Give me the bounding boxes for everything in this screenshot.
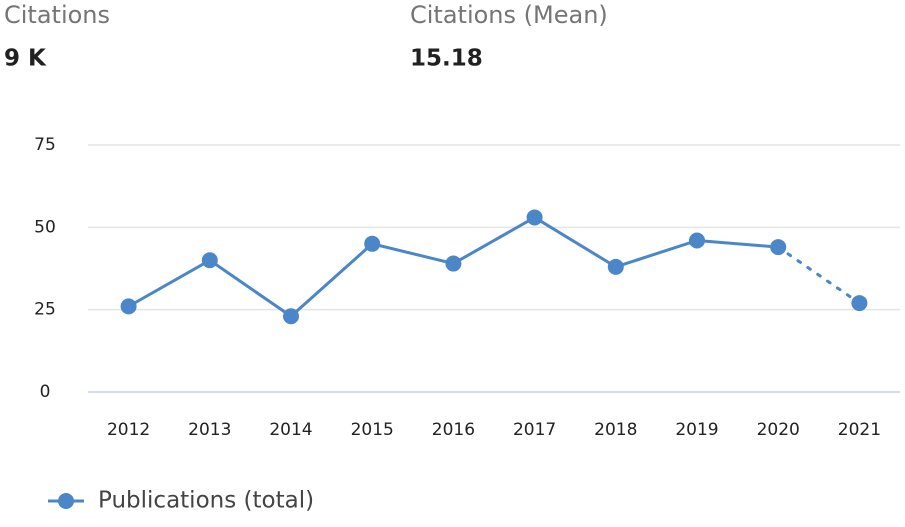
x-tick-label: 2013 <box>188 420 231 440</box>
stat-label: Citations <box>4 1 110 29</box>
x-tick-label: 2018 <box>594 420 637 440</box>
point <box>283 308 299 325</box>
x-tick-label: 2019 <box>675 420 718 440</box>
stat-label: Citations (Mean) <box>410 1 608 29</box>
stat-value: 9 K <box>4 46 47 72</box>
stat-value: 15.18 <box>410 46 483 72</box>
legend-marker <box>58 493 74 509</box>
point <box>607 258 624 275</box>
point <box>445 255 462 272</box>
point <box>120 298 137 315</box>
x-tick-label: 2020 <box>757 420 800 440</box>
x-tick-label: 2017 <box>513 420 556 440</box>
y-tick-label: 25 <box>34 300 56 320</box>
point <box>770 239 787 256</box>
point <box>364 235 381 252</box>
legend-text: Publications (total) <box>98 488 314 514</box>
point <box>689 232 705 249</box>
point <box>526 209 543 226</box>
point <box>851 295 868 312</box>
y-tick-label: 75 <box>34 135 56 155</box>
x-tick-label: 2014 <box>269 420 312 440</box>
y-tick-label: 0 <box>40 382 51 402</box>
x-tick-label: 2012 <box>107 420 150 440</box>
point <box>201 252 218 269</box>
x-tick-label: 2015 <box>351 420 394 440</box>
x-tick-label: 2016 <box>432 420 475 440</box>
x-tick-label: 2021 <box>838 420 881 440</box>
series-line-dotted <box>776 245 861 305</box>
y-tick-label: 50 <box>34 217 56 237</box>
